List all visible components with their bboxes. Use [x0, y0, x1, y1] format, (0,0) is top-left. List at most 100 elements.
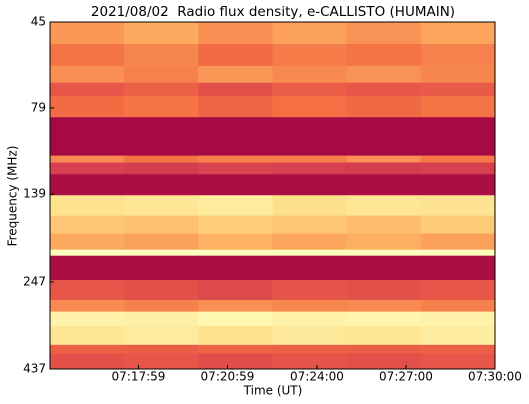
heatmap-cell	[198, 95, 273, 118]
heatmap-cell	[198, 249, 273, 257]
heatmap-cell	[50, 280, 125, 301]
heatmap-cell	[198, 233, 273, 251]
heatmap-cell	[420, 117, 496, 157]
heatmap-cell	[124, 326, 199, 346]
heatmap-cell	[346, 22, 422, 45]
heatmap-cell	[420, 249, 496, 257]
heatmap-cell	[346, 82, 422, 97]
heatmap-cell	[346, 117, 422, 157]
x-axis-label: Time (UT)	[243, 384, 303, 398]
heatmap-cell	[420, 344, 496, 355]
heatmap-cell	[50, 174, 125, 196]
heatmap-cell	[50, 195, 125, 217]
heatmap-cell	[198, 280, 273, 301]
x-tick-label: 07:24:00	[290, 370, 344, 384]
heatmap-cell	[272, 215, 348, 235]
heatmap-cell	[50, 311, 125, 327]
heatmap-cell	[420, 215, 496, 235]
heatmap-cell	[346, 249, 422, 257]
heatmap-cell	[50, 255, 125, 281]
heatmap-cell	[272, 117, 348, 157]
heatmap-cell	[272, 233, 348, 251]
heatmap-cell	[420, 162, 496, 175]
heatmap-cell	[420, 82, 496, 97]
heatmap-cell	[420, 155, 496, 164]
heatmap-cell	[346, 195, 422, 217]
heatmap-cell	[198, 195, 273, 217]
heatmap-cell	[50, 117, 125, 157]
heatmap-cell	[272, 326, 348, 346]
heatmap-cell	[420, 95, 496, 118]
heatmap-cell	[50, 65, 125, 84]
heatmap-cell	[124, 65, 199, 84]
y-tick-label: 45	[31, 15, 46, 29]
heatmap-cell	[50, 326, 125, 346]
y-tick-label: 437	[23, 362, 46, 376]
x-tick-label: 07:17:59	[112, 370, 166, 384]
heatmap-cell	[124, 117, 199, 157]
heatmap-cell	[346, 95, 422, 118]
heatmap-cell	[420, 299, 496, 313]
heatmap-cell	[420, 22, 496, 45]
heatmap-cell	[50, 22, 125, 45]
heatmap-cell	[272, 353, 348, 370]
heatmap-cell	[124, 249, 199, 257]
heatmap-cell	[124, 174, 199, 196]
heatmap-cell	[272, 155, 348, 164]
heatmap-cell	[420, 195, 496, 217]
heatmap-cell	[346, 174, 422, 196]
heatmap-cell	[272, 255, 348, 281]
heatmap-cell	[272, 249, 348, 257]
y-tick-label: 79	[31, 100, 46, 114]
heatmap-cell	[272, 44, 348, 67]
heatmap-cell	[50, 233, 125, 251]
plot-frame	[49, 21, 496, 370]
heatmap-cell	[272, 195, 348, 217]
chart-title: 2021/08/02 Radio flux density, e-CALLIST…	[91, 4, 455, 20]
heatmap-cell	[346, 44, 422, 67]
heatmap-cell	[272, 22, 348, 45]
heatmap-cell	[272, 299, 348, 313]
heatmap-cell	[50, 215, 125, 235]
heatmap-cell	[124, 215, 199, 235]
heatmap-cell	[124, 299, 199, 313]
heatmap-cell	[124, 233, 199, 251]
heatmap-cell	[272, 95, 348, 118]
heatmap-cell	[124, 195, 199, 217]
heatmap-cell	[420, 44, 496, 67]
y-tick-label: 247	[23, 274, 46, 288]
heatmap-cell	[50, 82, 125, 97]
heatmap-cell	[272, 82, 348, 97]
heatmap-cell	[198, 22, 273, 45]
heatmap-cell	[198, 255, 273, 281]
heatmap-cell	[198, 117, 273, 157]
heatmap-cell	[272, 280, 348, 301]
heatmap-cell	[272, 162, 348, 175]
heatmap-cell	[272, 65, 348, 84]
heatmap-cell	[420, 280, 496, 301]
heatmap-cell	[124, 162, 199, 175]
heatmap-cell	[198, 44, 273, 67]
heatmap-cell	[420, 311, 496, 327]
x-tick-label: 07:20:59	[201, 370, 255, 384]
heatmap-cell	[50, 299, 125, 313]
heatmap-cell	[346, 233, 422, 251]
heatmap-cell	[272, 344, 348, 355]
heatmap-cell	[124, 155, 199, 164]
heatmap-cell	[198, 344, 273, 355]
heatmap-cell	[124, 22, 199, 45]
heatmap-cell	[198, 162, 273, 175]
heatmap-cell	[346, 65, 422, 84]
x-tick-label: 07:30:00	[468, 370, 522, 384]
heatmap-cell	[50, 344, 125, 355]
heatmap-cell	[124, 280, 199, 301]
heatmap-cell	[50, 95, 125, 118]
heatmap-cell	[346, 299, 422, 313]
heatmap-cell	[50, 162, 125, 175]
heatmap-cell	[124, 255, 199, 281]
heatmap-cell	[124, 344, 199, 355]
heatmap-cell	[50, 353, 125, 370]
heatmap-cell	[124, 95, 199, 118]
heatmap-cell	[198, 155, 273, 164]
